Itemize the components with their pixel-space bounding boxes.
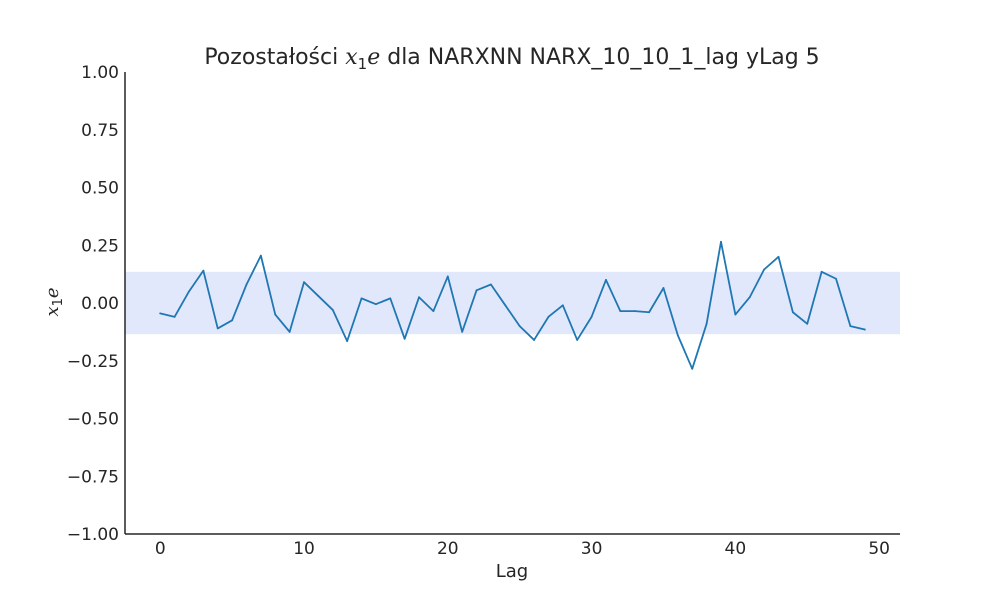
- data-point: [317, 295, 320, 297]
- data-point: [734, 313, 737, 316]
- data-point: [648, 311, 650, 314]
- data-point: [576, 339, 579, 341]
- data-point: [748, 296, 751, 299]
- data-point: [849, 325, 852, 327]
- ylabel-math-tail: e: [42, 287, 63, 298]
- series-line: [159, 240, 866, 370]
- chart-title: Pozostałości x1e dla NARXNN NARX_10_10_1…: [204, 45, 819, 73]
- y-axis-label: x1e: [42, 287, 66, 316]
- data-point: [389, 297, 392, 300]
- data-point: [662, 287, 665, 289]
- data-point: [777, 255, 780, 258]
- data-point: [705, 322, 708, 325]
- y-tick-label: −0.50: [67, 410, 119, 430]
- x-tick-labels: 0 10 20 30 40 50: [155, 539, 890, 559]
- data-point: [274, 313, 277, 316]
- data-point: [791, 311, 794, 314]
- data-point: [475, 289, 478, 292]
- y-tick-label: −0.75: [67, 467, 119, 487]
- axes: [124, 72, 900, 535]
- data-point: [231, 319, 234, 322]
- x-tick-label: 50: [868, 539, 890, 559]
- data-point: [504, 304, 507, 307]
- data-point: [245, 283, 248, 286]
- data-point: [375, 303, 377, 306]
- x-tick-label: 40: [725, 539, 747, 559]
- y-tick-label: 0.75: [81, 121, 119, 141]
- y-tick-label: −1.00: [67, 525, 119, 545]
- data-point: [303, 281, 305, 284]
- data-point: [863, 328, 866, 331]
- confidence-band: [125, 271, 900, 335]
- data-point: [159, 312, 162, 315]
- data-point: [403, 337, 406, 340]
- x-tick-label: 30: [581, 539, 603, 559]
- y-tick-label: 0.00: [81, 294, 119, 314]
- y-tick-label: 1.00: [81, 63, 119, 83]
- data-point: [547, 315, 550, 318]
- data-point: [676, 334, 679, 337]
- data-point: [605, 279, 607, 281]
- data-point: [533, 339, 535, 341]
- title-math-tail: e: [367, 45, 380, 70]
- y-tick-label: 0.50: [81, 179, 119, 199]
- data-point: [446, 275, 449, 278]
- y-tick-label: 0.25: [81, 236, 119, 256]
- data-point: [432, 310, 435, 312]
- data-point: [461, 330, 464, 333]
- data-point: [346, 340, 349, 343]
- data-point: [590, 315, 593, 318]
- data-point: [518, 325, 521, 327]
- data-point: [763, 268, 766, 271]
- data-point: [188, 290, 190, 293]
- data-point: [835, 277, 837, 280]
- y-tick-label: −0.25: [67, 352, 119, 372]
- series-layer: [159, 240, 866, 370]
- data-point: [691, 367, 694, 370]
- data-point: [418, 296, 420, 299]
- data-point: [820, 270, 823, 273]
- ylabel-math-sub: 1: [51, 298, 66, 306]
- title-math-base: x: [345, 45, 358, 70]
- data-point: [619, 310, 622, 312]
- x-tick-label: 0: [155, 539, 166, 559]
- data-point: [216, 327, 219, 330]
- data-point: [173, 315, 176, 318]
- data-point: [633, 310, 636, 312]
- data-point: [720, 240, 722, 243]
- x-tick-label: 10: [293, 539, 315, 559]
- data-point: [360, 297, 363, 300]
- x-axis-label: Lag: [496, 561, 528, 582]
- data-point: [288, 330, 291, 333]
- data-point: [202, 269, 205, 272]
- confidence-band-layer: [125, 271, 900, 335]
- data-point: [806, 322, 809, 325]
- title-math-sub: 1: [358, 55, 368, 73]
- data-point: [561, 304, 564, 307]
- ylabel-math-base: x: [42, 306, 63, 316]
- y-tick-labels: −1.00 −0.75 −0.50 −0.25 0.00 0.25 0.50 0.75 1.00: [67, 63, 119, 545]
- data-point: [490, 283, 492, 286]
- data-point: [331, 309, 334, 311]
- title-suffix: dla NARXNN NARX_10_10_1_lag yLag 5: [380, 45, 819, 70]
- data-point: [259, 254, 262, 257]
- title-prefix: Pozostałości: [204, 45, 345, 70]
- x-tick-label: 20: [437, 539, 459, 559]
